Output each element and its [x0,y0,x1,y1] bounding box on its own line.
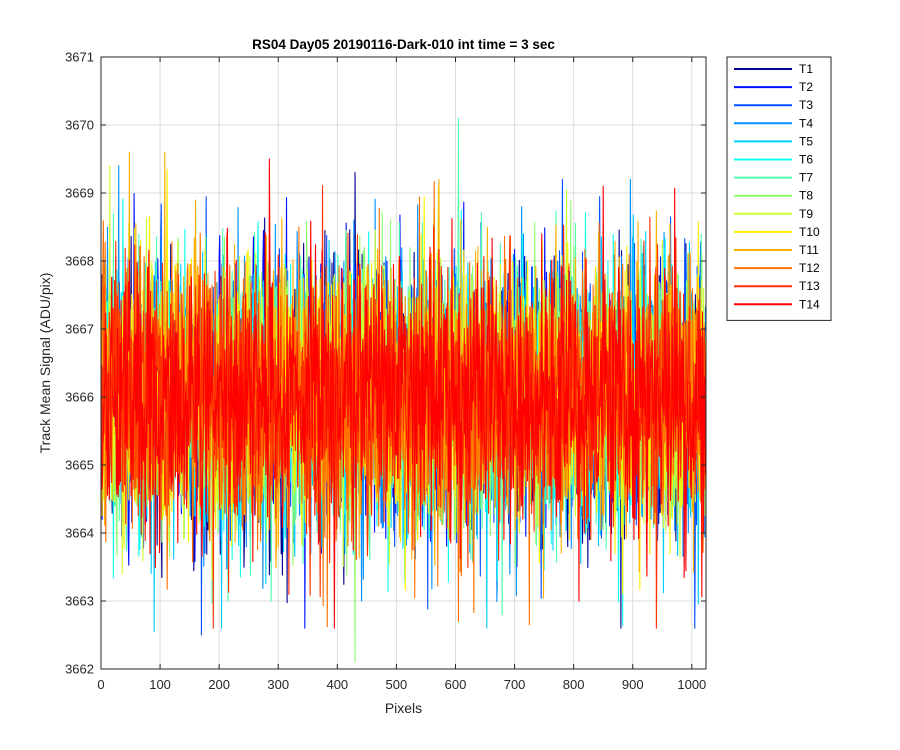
y-tick-label: 3663 [65,594,94,609]
y-tick-label: 3667 [65,322,94,337]
x-tick-label: 100 [149,677,171,692]
legend-label-t14: T14 [799,297,820,311]
legend-label-t12: T12 [799,261,820,275]
y-tick-label: 3664 [65,526,94,541]
x-tick-label: 300 [267,677,289,692]
y-tick-label: 3671 [65,50,94,65]
series-line-t14 [100,158,706,629]
legend-label-t13: T13 [799,279,820,293]
plot-series-group [100,117,706,663]
legend-label-t8: T8 [799,189,813,203]
y-tick-label: 3668 [65,254,94,269]
y-tick-label: 3669 [65,186,94,201]
legend-label-t5: T5 [799,134,813,148]
x-axis-label: Pixels [385,700,422,716]
plot-frame [100,56,707,670]
legend: T1 T2 T3 T4 T5 T6 T7 T8 T9 T10 T11 T12 T13 T14 [726,56,832,321]
x-tick-label: 500 [386,677,408,692]
x-tick-label: 800 [563,677,585,692]
y-axis-label: Track Mean Signal (ADU/pix) [37,273,53,454]
legend-label-t7: T7 [799,171,813,185]
x-tick-label: 1000 [677,677,706,692]
y-tick-label: 3662 [65,662,94,677]
legend-label-t6: T6 [799,153,813,167]
x-tick-label: 400 [326,677,348,692]
x-tick-label: 600 [445,677,467,692]
y-tick-label: 3670 [65,118,94,133]
axis-ticks: 0 100 200 300 400 500 600 700 800 900 1000 3662 3663… [65,50,706,693]
x-tick-label: 700 [504,677,526,692]
legend-label-t11: T11 [799,243,819,257]
chart-title: RS04 Day05 20190116-Dark-010 int time = … [252,37,555,52]
legend-box [726,56,832,321]
legend-label-t9: T9 [799,207,813,221]
x-tick-label: 200 [208,677,230,692]
y-tick-label: 3665 [65,458,94,473]
x-tick-label: 0 [97,677,104,692]
series-line-t13 [100,184,706,629]
legend-label-t1: T1 [799,62,813,76]
legend-label-t4: T4 [799,116,813,130]
legend-label-t10: T10 [799,225,820,239]
legend-label-t3: T3 [799,98,813,112]
y-tick-label: 3666 [65,390,94,405]
legend-label-t2: T2 [799,80,813,94]
x-tick-label: 900 [622,677,644,692]
